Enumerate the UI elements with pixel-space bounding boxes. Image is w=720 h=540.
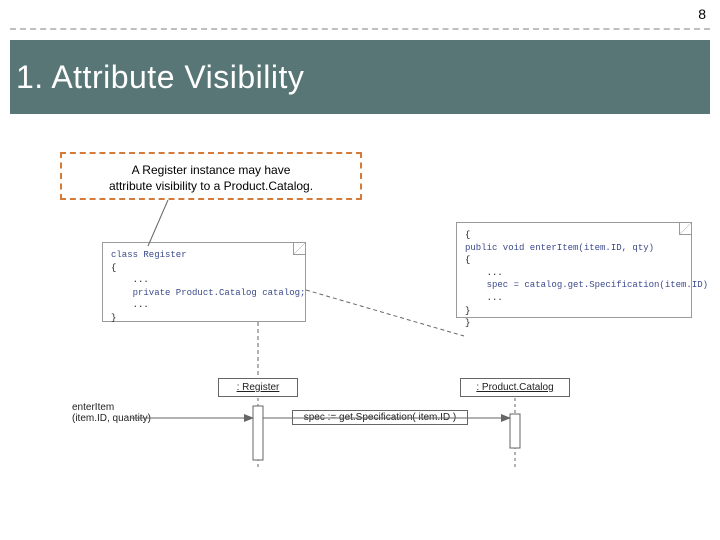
label-enteritem: enterItem(item.ID, quantity) (72, 402, 151, 424)
callout-line-1: A Register instance may have (72, 162, 350, 178)
page-title: 1. Attribute Visibility (16, 59, 304, 96)
top-rule (10, 28, 710, 30)
callout-line-2: attribute visibility to a Product.Catalo… (72, 178, 350, 194)
code-note-register: class Register{ ... private Product.Cata… (102, 242, 306, 322)
page-number: 8 (698, 6, 706, 22)
title-band: 1. Attribute Visibility (10, 40, 710, 114)
code-note-enteritem: {public void enterItem(item.ID, qty){ ..… (456, 222, 692, 318)
object-product-catalog: : Product.Catalog (460, 378, 570, 397)
object-register: : Register (218, 378, 298, 397)
label-spec: spec := get.Specification( item.ID ) (292, 410, 468, 425)
callout-box: A Register instance may have attribute v… (60, 152, 362, 200)
